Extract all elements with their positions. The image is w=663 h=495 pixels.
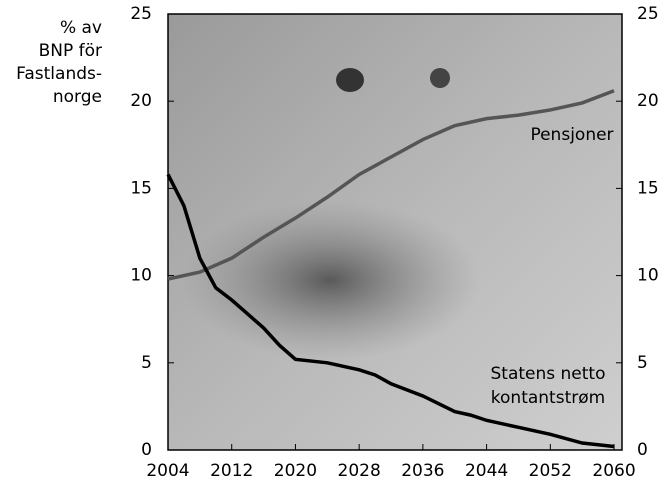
chart: % av BNP för Fastlands-norge 0 5 10 15 20 25 0 5 10… (0, 0, 663, 491)
y2-tick-label: 25 (637, 4, 659, 24)
y-axis-label: norge (53, 87, 102, 107)
x-tick-label: 2060 (592, 461, 635, 481)
y-tick-label: 0 (141, 440, 152, 460)
x-tick-label: 2020 (274, 461, 317, 481)
y-tick-label: 20 (130, 91, 152, 111)
x-tick-label: 2044 (465, 461, 508, 481)
annotation: Pensjoner (530, 125, 613, 145)
y-axis-label: BNP för (39, 41, 102, 61)
background-shape (180, 200, 480, 360)
y2-tick-label: 10 (637, 266, 659, 286)
x-tick-label: 2028 (338, 461, 381, 481)
annotation: Statens netto (491, 364, 606, 384)
y-tick-label: 10 (130, 266, 152, 286)
x-tick-label: 2052 (529, 461, 572, 481)
x-tick-label: 2012 (210, 461, 253, 481)
y-tick-label: 15 (130, 178, 152, 198)
y2-tick-label: 15 (637, 178, 659, 198)
x-tick-label: 2004 (146, 461, 189, 481)
y-axis-label: Fastlands- (16, 64, 102, 84)
y2-tick-label: 5 (637, 353, 648, 373)
y-axis-label: % av (60, 18, 102, 38)
y2-tick-label: 20 (637, 91, 659, 111)
background-shape (430, 68, 450, 88)
annotation: kontantstrøm (491, 388, 605, 408)
y-tick-label: 25 (130, 4, 152, 24)
y-tick-label: 5 (141, 353, 152, 373)
x-tick-label: 2036 (401, 461, 444, 481)
background-shape (336, 68, 364, 92)
y2-tick-label: 0 (637, 440, 648, 460)
